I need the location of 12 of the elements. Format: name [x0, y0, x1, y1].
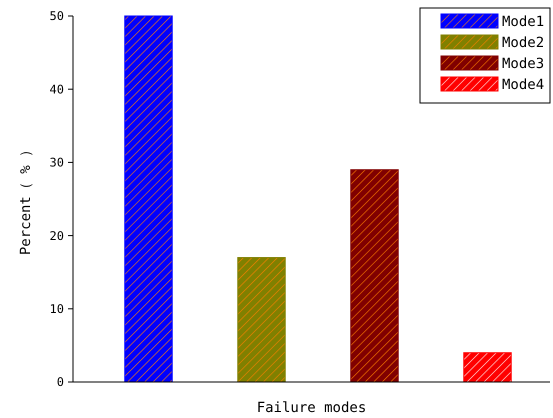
legend-label: Mode1 — [502, 14, 544, 30]
y-axis-title: Percent（ % ） — [18, 142, 34, 256]
y-tick-label: 40 — [50, 82, 64, 96]
x-axis-title: Failure modes — [256, 400, 366, 416]
legend-label: Mode2 — [502, 34, 544, 51]
y-tick-label: 20 — [50, 228, 64, 243]
legend-label: Mode4 — [502, 76, 544, 93]
legend-label: Mode3 — [502, 56, 544, 72]
y-tick-label: 0 — [56, 375, 64, 390]
y-tick-label: 50 — [50, 9, 64, 24]
y-tick-label: 30 — [50, 156, 64, 170]
y-tick-label: 10 — [50, 302, 64, 316]
